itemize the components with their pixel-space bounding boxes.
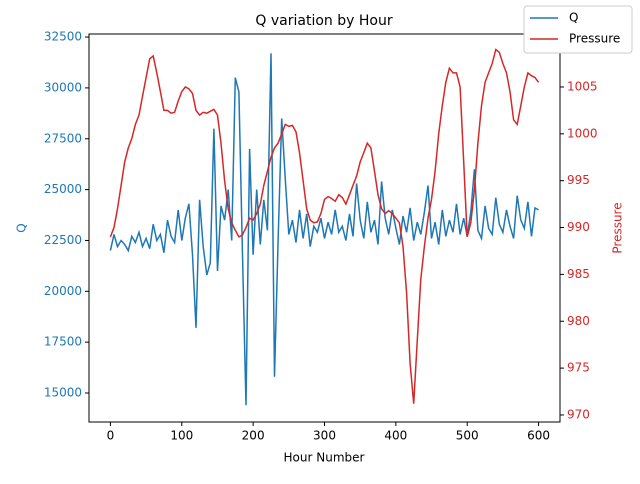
x-tick-label: 300 bbox=[313, 429, 336, 443]
y-tick-label: 22500 bbox=[44, 233, 82, 247]
y-tick-label: 30000 bbox=[44, 80, 82, 94]
x-axis-label: Hour Number bbox=[284, 451, 365, 465]
chart-title: Q variation by Hour bbox=[255, 13, 392, 29]
y2-tick-label: 985 bbox=[567, 267, 590, 281]
y-tick-label: 27500 bbox=[44, 131, 82, 145]
line-series bbox=[109, 48, 540, 404]
x-tick-label: 0 bbox=[107, 429, 115, 443]
legend-label: Pressure bbox=[569, 32, 620, 46]
y2-tick-label: 970 bbox=[567, 407, 590, 421]
y-tick-label: 15000 bbox=[44, 386, 82, 400]
legend-label: Q bbox=[569, 11, 578, 25]
y-tick-label: 20000 bbox=[44, 284, 82, 298]
y2-axis-label: Pressure bbox=[611, 202, 625, 253]
plot-frame bbox=[88, 33, 561, 423]
y2-tick-label: 1000 bbox=[567, 126, 598, 140]
y2-tick-label: 980 bbox=[567, 314, 590, 328]
x-tick-label: 500 bbox=[456, 429, 479, 443]
line-series bbox=[109, 53, 539, 406]
x-tick-label: 200 bbox=[242, 429, 265, 443]
y-axis-label: Q bbox=[15, 223, 29, 232]
x-tick-label: 100 bbox=[170, 429, 193, 443]
y2-tick-label: 990 bbox=[567, 220, 590, 234]
y-tick-label: 32500 bbox=[44, 30, 82, 44]
y-tick-label: 17500 bbox=[44, 335, 82, 349]
y2-tick-label: 975 bbox=[567, 361, 590, 375]
y-tick-label: 25000 bbox=[44, 182, 82, 196]
x-tick-label: 400 bbox=[384, 429, 407, 443]
y2-tick-label: 1005 bbox=[567, 79, 598, 93]
x-tick-label: 600 bbox=[527, 429, 550, 443]
y2-tick-label: 995 bbox=[567, 173, 590, 187]
